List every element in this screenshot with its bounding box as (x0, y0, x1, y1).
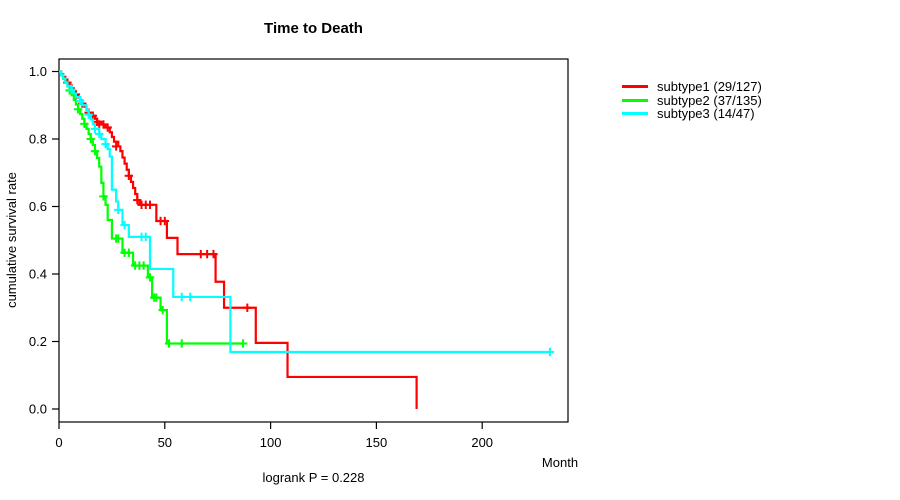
x-axis-title: Month (541, 455, 579, 470)
legend-label-subtype1: subtype1 (29/127) (657, 79, 762, 94)
legend-item-subtype1: subtype1 (29/127) (622, 80, 762, 94)
legend-swatch-subtype3 (622, 112, 648, 116)
y-tick-label: 0.2 (29, 334, 47, 349)
y-axis-title: cumulative survival rate (4, 172, 19, 308)
plot-frame (58, 58, 569, 423)
y-tick-label: 0.6 (29, 199, 47, 214)
x-axis-ticks: 0 50 100 150 200 (55, 422, 493, 450)
y-tick-label: 0.8 (29, 132, 47, 147)
y-tick-label: 1.0 (29, 64, 47, 79)
y-tick-label: 0.4 (29, 267, 47, 282)
x-tick-label: 100 (260, 435, 282, 450)
y-axis-ticks: 0.0 0.2 0.4 0.6 0.8 1.0 (29, 64, 59, 417)
logrank-pvalue-annotation: logrank P = 0.228 (262, 470, 365, 485)
y-tick-label: 0.0 (29, 402, 47, 417)
legend-label-subtype2: subtype2 (37/135) (657, 92, 762, 108)
legend-label-subtype3: subtype3 (14/47) (657, 106, 755, 121)
legend-swatch-subtype2 (622, 98, 648, 102)
legend-item-subtype2: subtype2 (37/135) (622, 92, 762, 108)
legend: subtype1 (29/127) subtype2 (37/135) subt… (622, 80, 762, 121)
x-tick-label: 0 (55, 435, 62, 450)
x-tick-label: 150 (366, 435, 388, 450)
chart-title: Time to Death (264, 20, 363, 37)
series-subtype1 (59, 70, 418, 409)
series-subtype1-curve (59, 70, 418, 409)
legend-swatch-subtype1 (622, 85, 648, 89)
x-tick-label: 50 (158, 435, 172, 450)
legend-item-subtype3: subtype3 (14/47) (622, 107, 762, 121)
x-tick-label: 200 (471, 435, 493, 450)
series-subtype3 (59, 70, 555, 357)
series-subtype3-curve (59, 70, 550, 354)
